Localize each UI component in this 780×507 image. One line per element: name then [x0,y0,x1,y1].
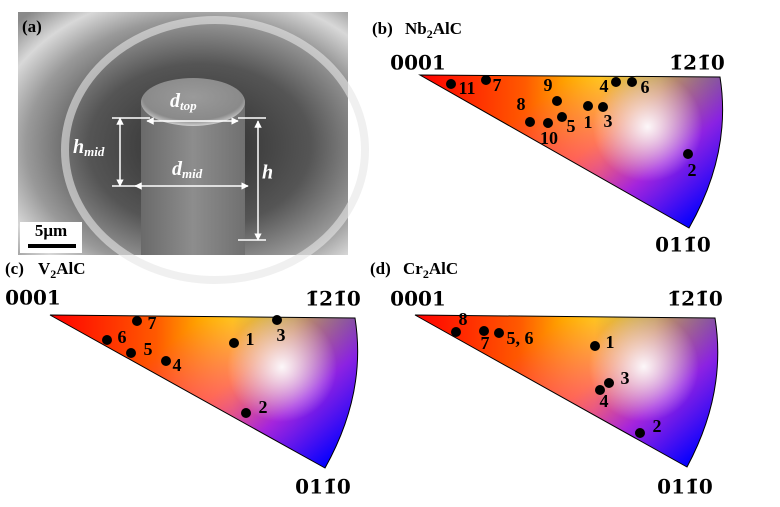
panel-label: (d) [370,259,391,278]
point-label: 2 [653,416,662,436]
point-label: 6 [641,77,650,97]
orientation-point [557,112,567,122]
ipf-white-center [50,315,358,468]
orientation-point [481,75,491,85]
point-label: 11 [458,78,475,98]
h-mid-label: hmid [73,136,105,159]
point-label: 6 [118,327,127,347]
corner-label: 011̄0 [657,475,713,499]
corner-label: 011̄0 [655,233,711,257]
panel-label: (c) [5,259,24,278]
orientation-point [102,335,112,345]
orientation-point [543,118,553,128]
orientation-point [241,408,251,418]
point-label: 7 [493,75,502,95]
corner-label: 1̄21̄0 [305,287,361,311]
point-label: 2 [688,160,697,180]
orientation-point [272,315,282,325]
point-label: 7 [148,313,157,333]
point-label: 4 [600,391,609,411]
point-label: 3 [277,325,286,345]
ipf-panel: (b) Nb2AlC 0001 1̄21̄0 011̄0 11 7 98 10 5 1 3 4 6 2 [372,19,725,257]
dimension-lines [112,117,266,241]
corner-label: 1̄21̄0 [669,51,725,75]
corner-label: 011̄0 [295,475,351,499]
orientation-point [590,341,600,351]
point-label: 2 [259,397,268,417]
corner-label: 0001 [390,51,446,75]
d-mid-label: dmid [172,158,203,181]
orientation-point [126,348,136,358]
orientation-point [132,316,142,326]
orientation-point [552,96,562,106]
orientation-point [604,378,614,388]
ipf-white-center [420,75,723,228]
sem-image: dtop hmid dmid h 5μm (a) [18,12,369,284]
orientation-point [494,328,504,338]
ipf-outline [49,314,359,469]
orientation-point [479,326,489,336]
material-label: Cr2AlC [403,259,458,281]
orientation-point [627,77,637,87]
point-label: 8 [517,94,526,114]
point-label: 10 [540,128,558,148]
orientation-point [598,102,608,112]
orientation-point [161,356,171,366]
orientation-point [635,428,645,438]
h-label: h [262,162,273,184]
material-label: Nb2AlC [405,19,462,41]
point-label: 1 [584,112,593,132]
panel-label: (b) [372,19,393,38]
panel-label: (a) [22,17,42,36]
point-label: 8 [459,309,468,329]
orientation-point [611,77,621,87]
point-label: 7 [481,333,490,353]
corner-label: 1̄21̄0 [667,287,723,311]
point-label: 4 [173,355,182,375]
scale-text: 5μm [35,221,67,240]
orientation-point [595,385,605,395]
orientation-point [451,327,461,337]
point-label: 1 [246,329,255,349]
point-label: 5, 6 [507,328,534,348]
orientation-point [583,101,593,111]
orientation-point [525,117,535,127]
corner-label: 0001 [5,286,61,310]
point-label: 4 [600,76,609,96]
pillar-top [141,78,245,126]
point-label: 9 [544,75,553,95]
point-label: 5 [144,339,153,359]
point-label: 1 [606,332,615,352]
d-top-label: dtop [170,90,197,113]
corner-label: 0001 [390,287,446,311]
ipf-panel: (d) Cr2AlC 0001 1̄21̄0 011̄0 87 5, 6 134 2 [370,259,723,499]
orientation-point [683,149,693,159]
ipf-panel: (c) V2AlC 0001 1̄21̄0 011̄0 7 3 6 1 54 2 [5,259,361,499]
hole-rim [61,16,369,284]
ipf-outline [418,74,724,229]
orientation-point [229,338,239,348]
ipf-outline [414,314,719,468]
scale-bar [28,244,76,248]
point-label: 5 [567,116,576,136]
point-label: 3 [604,111,613,131]
material-label: V2AlC [38,259,86,281]
point-label: 3 [621,368,630,388]
orientation-point [446,79,456,89]
ipf-white-center [415,315,718,467]
